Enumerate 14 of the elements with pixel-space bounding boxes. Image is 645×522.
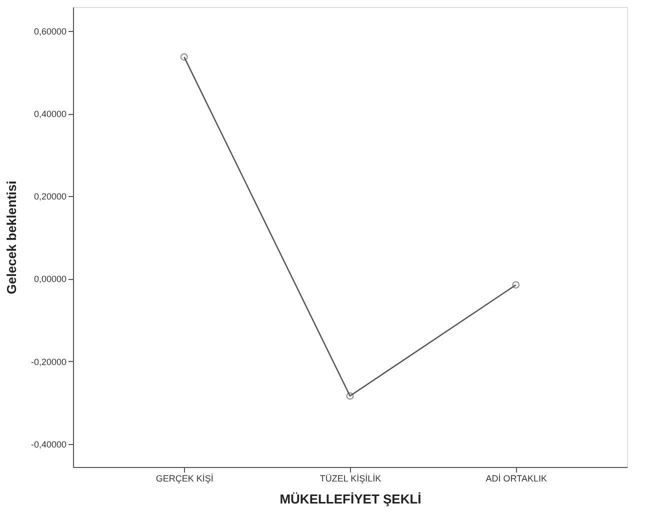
y-tick-label: 0,20000 <box>34 192 66 202</box>
point <box>346 392 354 400</box>
y-tick-label: 0,40000 <box>34 109 66 120</box>
x-tick-label: TÜZEL KİŞİLİK <box>320 474 382 484</box>
x-tick-label: GERÇEK KİŞİ <box>156 474 214 484</box>
x-axis-title: MÜKELLEFİYET ŞEKLİ <box>280 492 422 506</box>
point <box>512 281 520 289</box>
y-tick-label: 0,00000 <box>34 274 66 284</box>
x-tick-label: ADİ ORTAKLIK <box>486 474 547 484</box>
y-tick-label: -0,40000 <box>30 439 66 450</box>
y-tick-label: -0,20000 <box>30 356 66 367</box>
y-tick-label: 0,60000 <box>34 26 66 36</box>
y-axis-title: Gelecek beklentisi <box>4 180 19 294</box>
point <box>180 53 188 61</box>
